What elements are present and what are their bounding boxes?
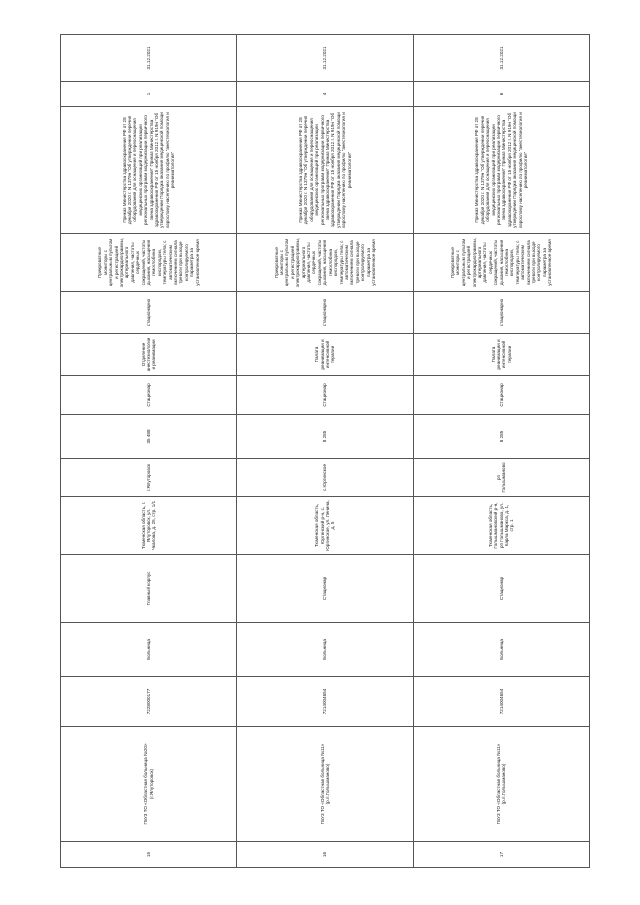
population-number: 8 285	[413, 414, 590, 459]
building: Стационар	[236, 554, 414, 623]
building-type: Стационар	[413, 375, 590, 415]
quantity: 6	[413, 81, 590, 107]
deadline-date: 31.12.2021	[60, 34, 237, 82]
address: Тюменская область, Голышмановский р-н, р…	[413, 496, 590, 555]
quantity: 4	[236, 81, 414, 107]
organization-name: ГБУЗ ТО «Областная больница №20» (г.Ялут…	[60, 726, 237, 842]
organization-type: Больница	[236, 622, 414, 677]
building: Стационар	[413, 554, 590, 623]
address: Тюменская область, Юргинский р-н, с. Юрг…	[236, 496, 414, 555]
building-type: Стационар	[60, 375, 237, 415]
department: Палата реанимации и интенсивной терапии	[413, 333, 590, 376]
equipment-description: Прикроватные мониторы с центральным пуль…	[413, 233, 590, 292]
care-form: стационарно	[60, 291, 237, 334]
equipment-table: 15 ГБУЗ ТО «Областная больница №20» (г.Я…	[60, 34, 590, 868]
table-row: 15 ГБУЗ ТО «Областная больница №20» (г.Я…	[60, 34, 237, 868]
deadline-date: 31.12.2021	[236, 34, 414, 82]
row-number: 15	[60, 841, 237, 868]
town: рп Голышманово	[413, 458, 590, 497]
equipment-description: Прикроватные мониторы с центральным пуль…	[60, 233, 237, 292]
regulatory-order: Приказ Министерства здравоохранения РФ о…	[60, 106, 237, 234]
care-form: стационарно	[236, 291, 414, 334]
address: Тюменская область, г. Ялуторовск, ул. Чк…	[60, 496, 237, 555]
inn: 7214004654	[413, 676, 590, 727]
organization-type: Больница	[60, 622, 237, 677]
organization-name: ГБУЗ ТО «Областная больница №11» (р.п.Го…	[236, 726, 414, 842]
department: Отделение анестезиологии и реанимации	[60, 333, 237, 376]
organization-type: Больница	[413, 622, 590, 677]
regulatory-order: Приказ Министерства здравоохранения РФ о…	[413, 106, 590, 234]
population-number: 8 285	[236, 414, 414, 459]
inn: 7228000177	[60, 676, 237, 727]
care-form: стационарно	[413, 291, 590, 334]
table-row: 17 ГБУЗ ТО «Областная больница №11» (р.п…	[413, 34, 590, 868]
regulatory-order: Приказ Министерства здравоохранения РФ о…	[236, 106, 414, 234]
inn: 7214004654	[236, 676, 414, 727]
town: г.Ялуторовск	[60, 458, 237, 497]
rotated-table-page: 15 ГБУЗ ТО «Областная больница №20» (г.Я…	[60, 34, 590, 868]
department: Палата реанимации и интенсивной терапии	[236, 333, 414, 376]
population-number: 35 488	[60, 414, 237, 459]
table-row: 16 ГБУЗ ТО «Областная больница №11» (р.п…	[236, 34, 414, 868]
building: Главный корпус	[60, 554, 237, 623]
building-type: Стационар	[236, 375, 414, 415]
row-number: 16	[236, 841, 414, 868]
deadline-date: 31.12.2021	[413, 34, 590, 82]
organization-name: ГБУЗ ТО «Областная больница №11» (р.п.Го…	[413, 726, 590, 842]
town: с.Юргинское	[236, 458, 414, 497]
quantity: 1	[60, 81, 237, 107]
row-number: 17	[413, 841, 590, 868]
equipment-description: Прикроватные мониторы с центральным пуль…	[236, 233, 414, 292]
